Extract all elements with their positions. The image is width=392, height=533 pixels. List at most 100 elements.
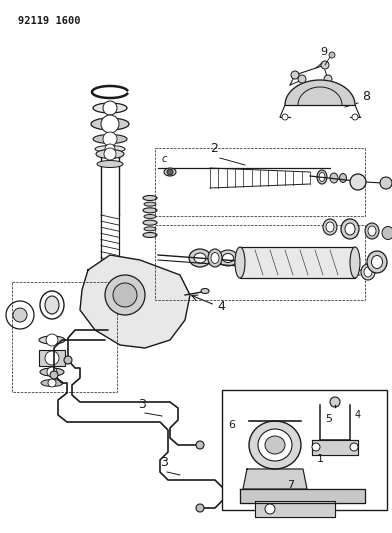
- Ellipse shape: [144, 214, 156, 219]
- Ellipse shape: [218, 250, 238, 266]
- Ellipse shape: [249, 421, 301, 469]
- Circle shape: [45, 351, 59, 365]
- Ellipse shape: [258, 429, 292, 461]
- Text: 92119 1600: 92119 1600: [18, 16, 80, 26]
- Ellipse shape: [364, 267, 372, 277]
- Circle shape: [113, 283, 137, 307]
- Circle shape: [50, 371, 58, 379]
- Ellipse shape: [91, 118, 129, 130]
- Ellipse shape: [368, 226, 376, 236]
- Circle shape: [291, 71, 299, 79]
- Circle shape: [330, 397, 340, 407]
- Ellipse shape: [144, 202, 156, 206]
- Ellipse shape: [365, 223, 379, 239]
- Ellipse shape: [323, 219, 337, 235]
- Text: 1: 1: [317, 454, 324, 464]
- Text: 6: 6: [228, 420, 235, 430]
- Bar: [222, 390, 387, 510]
- Circle shape: [312, 443, 320, 451]
- Circle shape: [13, 308, 27, 322]
- Ellipse shape: [40, 368, 64, 376]
- Ellipse shape: [189, 249, 211, 267]
- Ellipse shape: [93, 103, 127, 113]
- Bar: [240, 247, 355, 278]
- Circle shape: [380, 177, 392, 189]
- Text: 8: 8: [362, 90, 370, 103]
- Ellipse shape: [143, 208, 157, 213]
- Circle shape: [103, 101, 117, 115]
- Polygon shape: [255, 501, 335, 517]
- Ellipse shape: [372, 255, 383, 269]
- Circle shape: [64, 356, 72, 364]
- Ellipse shape: [367, 251, 387, 273]
- Text: 2: 2: [210, 142, 218, 155]
- Ellipse shape: [247, 252, 257, 260]
- Ellipse shape: [164, 168, 176, 176]
- Polygon shape: [240, 489, 365, 503]
- Bar: [155, 225, 365, 300]
- Circle shape: [196, 504, 204, 512]
- Circle shape: [47, 367, 57, 377]
- Circle shape: [350, 174, 366, 190]
- Circle shape: [167, 169, 173, 175]
- Ellipse shape: [41, 379, 63, 386]
- Circle shape: [265, 504, 275, 514]
- Bar: [155, 148, 365, 216]
- Ellipse shape: [235, 247, 245, 278]
- Circle shape: [324, 75, 332, 83]
- Circle shape: [282, 114, 288, 120]
- Ellipse shape: [265, 436, 285, 454]
- Circle shape: [298, 75, 306, 83]
- Circle shape: [329, 52, 335, 58]
- Bar: [39, 350, 65, 366]
- Ellipse shape: [339, 174, 347, 182]
- Ellipse shape: [345, 223, 355, 235]
- Circle shape: [105, 275, 145, 315]
- Ellipse shape: [201, 288, 209, 294]
- Circle shape: [105, 144, 115, 154]
- Ellipse shape: [95, 146, 125, 152]
- Text: 4: 4: [217, 301, 225, 313]
- Ellipse shape: [350, 247, 360, 278]
- Circle shape: [103, 132, 117, 146]
- Ellipse shape: [93, 134, 127, 143]
- Ellipse shape: [45, 296, 59, 314]
- Ellipse shape: [211, 253, 219, 263]
- Ellipse shape: [326, 222, 334, 232]
- Ellipse shape: [208, 249, 222, 267]
- Circle shape: [352, 114, 358, 120]
- Circle shape: [350, 443, 358, 451]
- Circle shape: [46, 334, 58, 346]
- Circle shape: [48, 379, 56, 387]
- Circle shape: [101, 115, 119, 133]
- Ellipse shape: [319, 173, 325, 182]
- Polygon shape: [285, 80, 355, 105]
- Text: 9: 9: [320, 47, 327, 57]
- Text: 7: 7: [287, 480, 294, 490]
- Text: 5: 5: [325, 414, 332, 424]
- Circle shape: [6, 301, 34, 329]
- Ellipse shape: [223, 254, 234, 262]
- Ellipse shape: [143, 220, 157, 225]
- Ellipse shape: [96, 149, 124, 158]
- Ellipse shape: [143, 232, 157, 238]
- Ellipse shape: [317, 170, 327, 184]
- Ellipse shape: [382, 227, 392, 239]
- Circle shape: [104, 148, 116, 160]
- Ellipse shape: [330, 173, 338, 183]
- Ellipse shape: [144, 227, 156, 231]
- Ellipse shape: [143, 196, 157, 200]
- Text: 3: 3: [138, 398, 146, 411]
- Polygon shape: [80, 255, 190, 348]
- Circle shape: [196, 441, 204, 449]
- Text: 3: 3: [160, 456, 168, 469]
- Ellipse shape: [39, 336, 65, 344]
- Text: c: c: [162, 154, 167, 164]
- Circle shape: [321, 61, 329, 69]
- Ellipse shape: [341, 219, 359, 239]
- Ellipse shape: [361, 264, 375, 280]
- Polygon shape: [243, 469, 307, 489]
- Polygon shape: [312, 440, 358, 455]
- Circle shape: [248, 252, 256, 260]
- Ellipse shape: [97, 160, 123, 167]
